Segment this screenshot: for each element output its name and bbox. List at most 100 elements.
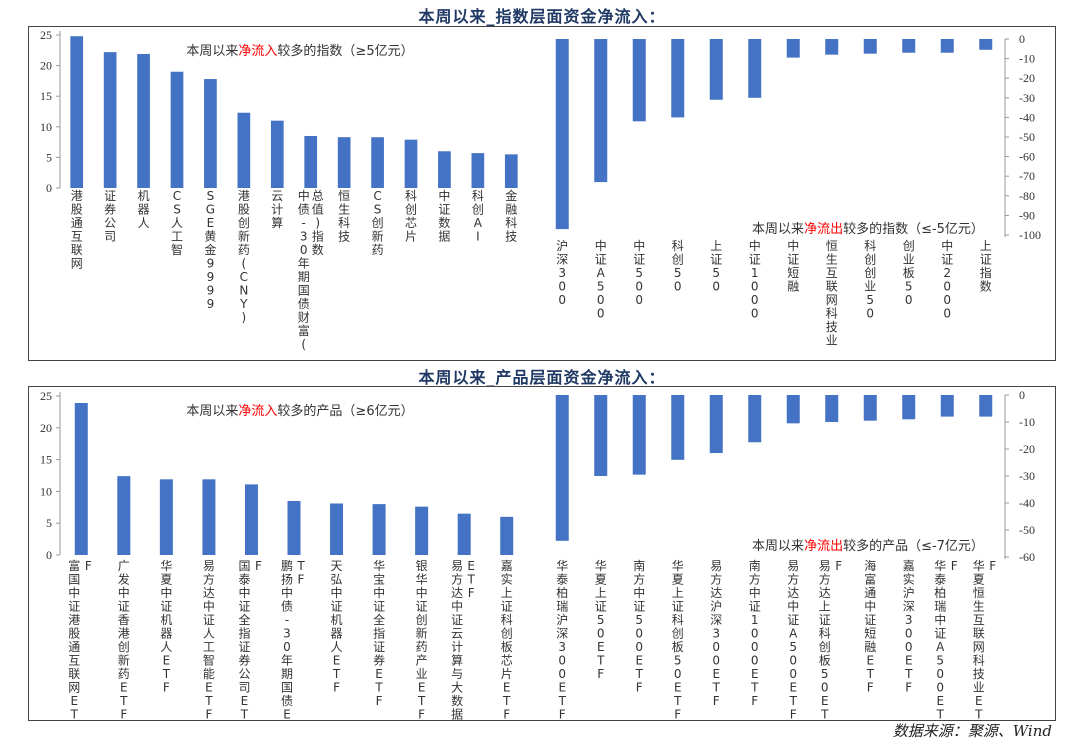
- bar: [902, 395, 916, 420]
- x-category-label: 中证数据: [438, 188, 450, 244]
- bar: [979, 39, 993, 50]
- bar: [748, 39, 762, 98]
- y-tick-label: -50: [1019, 130, 1035, 144]
- source-note: 数据来源：聚源、Wind: [892, 722, 1052, 740]
- y-tick-label: 10: [40, 120, 52, 134]
- x-category-label: 沪深 3 0 0: [556, 239, 568, 307]
- x-category-label: 中证短融: [787, 238, 799, 294]
- bar: [337, 137, 351, 188]
- x-category-label: 天弘中证机器人 E T F: [331, 559, 343, 695]
- chart-title: 本周以来净流入较多的产品（≥6亿元）: [186, 403, 413, 419]
- x-category-label: 国泰中证全指证券公司 E TF: [238, 559, 262, 722]
- bar: [594, 39, 608, 183]
- bar: [415, 506, 429, 555]
- y-tick-label: 0: [46, 548, 52, 562]
- x-category-label: 中证 5 0 0: [633, 238, 645, 307]
- bar: [748, 395, 762, 443]
- x-category-label: 华夏中证机器人 E T F: [160, 559, 172, 695]
- x-category-label: 机器人: [138, 189, 150, 230]
- bar: [709, 395, 723, 454]
- x-category-label: 恒生科技: [338, 189, 350, 244]
- y-tick-label: -40: [1019, 110, 1035, 124]
- chart-product_inflow: 0 5 10 15 20 25 富国中证港股通互联网 E TF 广发中证香港创新药 E T F 华夏中证机…: [40, 389, 514, 722]
- x-category-label: 港股通互联网: [71, 189, 83, 271]
- y-tick-label: 15: [40, 453, 52, 467]
- bar: [287, 500, 301, 555]
- y-tick-label: 15: [40, 89, 52, 103]
- y-tick-label: 10: [40, 484, 52, 498]
- bar: [671, 39, 685, 118]
- bar: [204, 79, 217, 188]
- bar: [372, 504, 386, 555]
- bar: [786, 39, 800, 58]
- bar: [940, 39, 954, 53]
- y-tick-label: 25: [40, 28, 52, 42]
- chart-index_outflow: 0 -10 -20 -30 -40 -50 -60 -70 -80 -90 -100 沪深 3 0 0 中证 A…: [555, 32, 1041, 348]
- bar: [457, 513, 471, 555]
- y-tick-label: 20: [40, 59, 52, 73]
- x-category-label: 鹏扬中债-3 0 年期国债 ET F: [281, 559, 305, 722]
- x-category-label: 华夏恒生互联网科技业 E TF: [973, 559, 997, 722]
- x-category-label: 中证 1 0 0 0: [749, 238, 761, 321]
- bar: [825, 39, 839, 55]
- bar: [979, 395, 993, 417]
- x-category-label: 嘉实上证科创板芯片 E T F: [501, 559, 513, 722]
- x-category-label: 华泰柏瑞中证 A 5 0 0 E TF: [934, 559, 958, 722]
- bar: [371, 137, 384, 188]
- bar: [304, 135, 318, 188]
- x-category-label: C S 创新药: [372, 189, 384, 257]
- x-category-label: 云计算: [271, 189, 283, 230]
- y-tick-label: 5: [46, 516, 52, 530]
- bar: [786, 395, 800, 424]
- y-tick-label: 0: [46, 181, 52, 195]
- x-category-label: 中证 A 5 0 0: [595, 238, 607, 321]
- x-category-label: 华宝中证全指证券 E T F: [373, 559, 385, 708]
- y-tick-label: -30: [1019, 91, 1035, 105]
- x-category-label: 科创 5 0: [672, 239, 684, 294]
- x-category-label: 中证 2 0 0 0: [941, 238, 953, 321]
- bar: [237, 112, 251, 188]
- x-category-label: 金融科技: [505, 188, 517, 244]
- x-category-label: 科创创业 5 0: [864, 239, 876, 321]
- x-category-label: 上证指数: [980, 239, 992, 294]
- bar: [438, 151, 451, 188]
- bar: [863, 395, 877, 421]
- x-category-label: S G E 黄金 9 9 9 9: [204, 189, 216, 311]
- x-category-label: 嘉实沪深 3 0 0 E T F: [903, 559, 915, 695]
- bar: [117, 476, 131, 555]
- bar: [170, 71, 184, 188]
- x-category-label: 富国中证港股通互联网 E TF: [68, 558, 92, 722]
- y-tick-label: -60: [1019, 550, 1035, 564]
- x-category-label: 易方达上证科创板 5 0 E TF: [819, 559, 843, 722]
- y-tick-label: 0: [1019, 388, 1025, 402]
- x-category-label: 证券公司: [104, 189, 116, 244]
- bar: [137, 53, 150, 188]
- x-category-label: 华夏上证科创板 5 0 E T F: [672, 559, 684, 722]
- y-tick-label: -20: [1019, 71, 1035, 85]
- x-category-label: 易方达中证云计算与大数据E T F: [451, 559, 475, 722]
- x-category-label: 上证 5 0: [710, 239, 722, 294]
- bar: [632, 39, 646, 122]
- bar: [825, 395, 839, 422]
- y-tick-label: 0: [1019, 32, 1025, 46]
- y-tick-label: -50: [1019, 523, 1035, 537]
- bar: [594, 395, 608, 476]
- y-tick-label: -20: [1019, 442, 1035, 456]
- x-category-label: 易方达沪深 3 0 0 E T F: [710, 559, 722, 708]
- y-tick-label: -30: [1019, 469, 1035, 483]
- bar: [202, 479, 216, 555]
- bar: [244, 484, 258, 555]
- bar: [555, 395, 569, 541]
- x-category-label: 恒生互联网科技业: [826, 239, 838, 348]
- bar: [671, 395, 685, 460]
- bar: [103, 52, 117, 188]
- bar: [500, 516, 514, 555]
- section-title-index: 本周以来_指数层面资金净流入：: [418, 7, 666, 26]
- y-tick-label: -80: [1019, 189, 1035, 203]
- bar: [330, 503, 344, 555]
- x-category-label: 华泰柏瑞沪深 3 0 0 E T F: [556, 559, 568, 722]
- section-title-product: 本周以来_产品层面资金净流入：: [418, 368, 666, 387]
- bar: [70, 36, 84, 188]
- bar: [902, 39, 916, 53]
